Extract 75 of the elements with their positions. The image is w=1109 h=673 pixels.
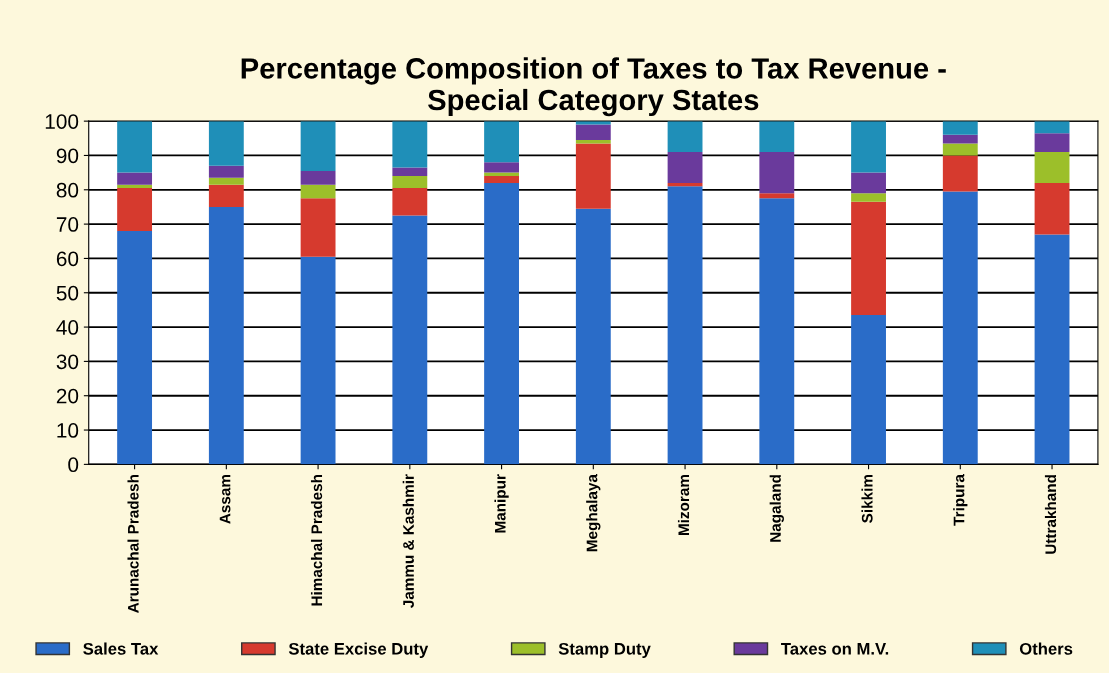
y-tick-label: 30 [56,354,79,370]
bar [208,184,244,207]
bar [392,215,428,465]
bar [759,198,795,465]
bar [851,121,886,173]
bar [667,186,703,465]
bar [942,155,978,192]
bar [300,184,336,199]
legend-label: Others [1019,642,1073,655]
bar [667,121,703,153]
x-tick-label: Uttrakhand [1044,475,1057,554]
bar [667,152,703,183]
bar [484,182,519,465]
bar [575,208,611,465]
bar [851,193,886,202]
x-tick-label: Himachal Pradesh [310,475,323,606]
bar [759,152,795,194]
legend-label: Stamp Duty [558,642,651,658]
bar [208,206,244,465]
x-tick-label: Jammu & Kashmir [402,474,414,609]
bar [942,121,978,135]
x-tick-label: Meghalaya [586,473,601,552]
x-tick-label: Tripura [953,473,968,526]
x-tick-label: Sikkim [861,475,873,523]
bar [208,121,244,166]
y-tick-label: 20 [56,388,79,404]
x-tick-label: Nagaland [769,475,784,542]
bar [942,143,978,156]
bar [300,198,336,257]
bar [1034,182,1070,235]
x-tick-label: Assam [219,475,231,524]
bar [575,124,611,141]
bar [117,172,153,185]
bar [942,134,978,144]
bar [759,193,795,199]
bar [392,176,428,189]
bar [300,170,336,185]
x-tick-label: Manipur [494,474,509,533]
bar [392,121,428,168]
x-tick-label: Mizoram [677,475,690,536]
bar [117,230,153,465]
bar [117,121,153,173]
bar [1034,234,1070,465]
y-tick-label: 60 [56,251,79,267]
bar [300,121,336,171]
y-tick-label: 40 [56,320,79,335]
y-tick-label: 10 [57,423,79,438]
bar [851,315,886,465]
bar [484,162,519,173]
legend-label: Taxes on M.V. [781,643,889,655]
bar [1034,152,1070,183]
chart-title: Percentage Composition of Taxes to Tax Revenue - Special Category States [241,57,946,117]
bar [484,121,519,163]
y-tick-label: 70 [56,217,79,232]
bar [851,201,886,316]
y-tick-label: 0 [68,457,79,473]
y-tick-label: 80 [56,182,79,198]
bar [484,176,519,183]
bar [392,167,428,177]
y-tick-label: 100 [45,114,79,129]
bar [208,165,244,178]
y-tick-label: 90 [56,148,79,164]
y-tick-label: 50 [56,285,79,301]
bar [759,121,795,153]
legend-label: State Excise Duty [288,642,429,658]
bar [1034,133,1070,153]
bar [300,256,336,465]
bar [575,143,611,209]
bar [208,177,244,185]
bar [851,172,886,194]
bar [117,188,153,231]
x-tick-label: Arunachal Pradesh [127,475,139,613]
legend-label: Sales Tax [83,642,159,655]
bar [392,188,428,216]
bar [942,191,978,465]
